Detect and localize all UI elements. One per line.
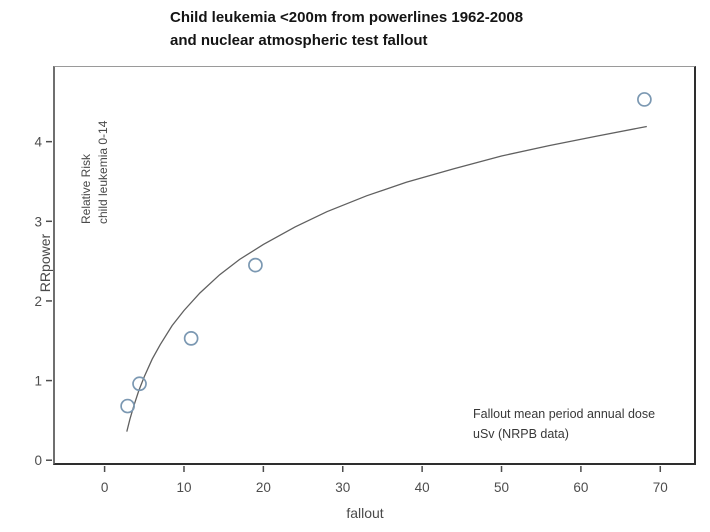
x-tick-label: 70 [653, 480, 668, 495]
x-tick-label: 20 [256, 480, 271, 495]
y-axis-title: RRpower [37, 233, 53, 293]
fallout-dose-annotation-line2: uSv (NRPB data) [473, 427, 569, 441]
x-tick-label: 10 [176, 480, 191, 495]
x-tick-label: 40 [415, 480, 430, 495]
relative-risk-annotation-line2: child leukemia 0-14 [96, 120, 110, 224]
y-tick-label: 1 [34, 374, 42, 389]
chart-title: Child leukemia <200m from powerlines 196… [170, 6, 523, 52]
x-axis-title: fallout [346, 505, 384, 521]
y-tick-label: 0 [34, 453, 42, 468]
relative-risk-annotation: Relative Risk child leukemia 0-14 [78, 116, 112, 224]
x-tick-label: 30 [335, 480, 350, 495]
y-tick-label: 4 [34, 135, 42, 150]
chart-title-line1: Child leukemia <200m from powerlines 196… [170, 9, 524, 26]
fallout-dose-annotation: Fallout mean period annual dose uSv (NRP… [473, 404, 655, 444]
relative-risk-annotation-line1: Relative Risk [79, 153, 93, 224]
x-tick-label: 50 [494, 480, 509, 495]
chart-title-line2: and nuclear atmospheric test fallout [170, 32, 428, 49]
x-tick-label: 0 [101, 480, 109, 495]
x-tick-label: 60 [573, 480, 588, 495]
fallout-dose-annotation-line1: Fallout mean period annual dose [473, 407, 656, 421]
